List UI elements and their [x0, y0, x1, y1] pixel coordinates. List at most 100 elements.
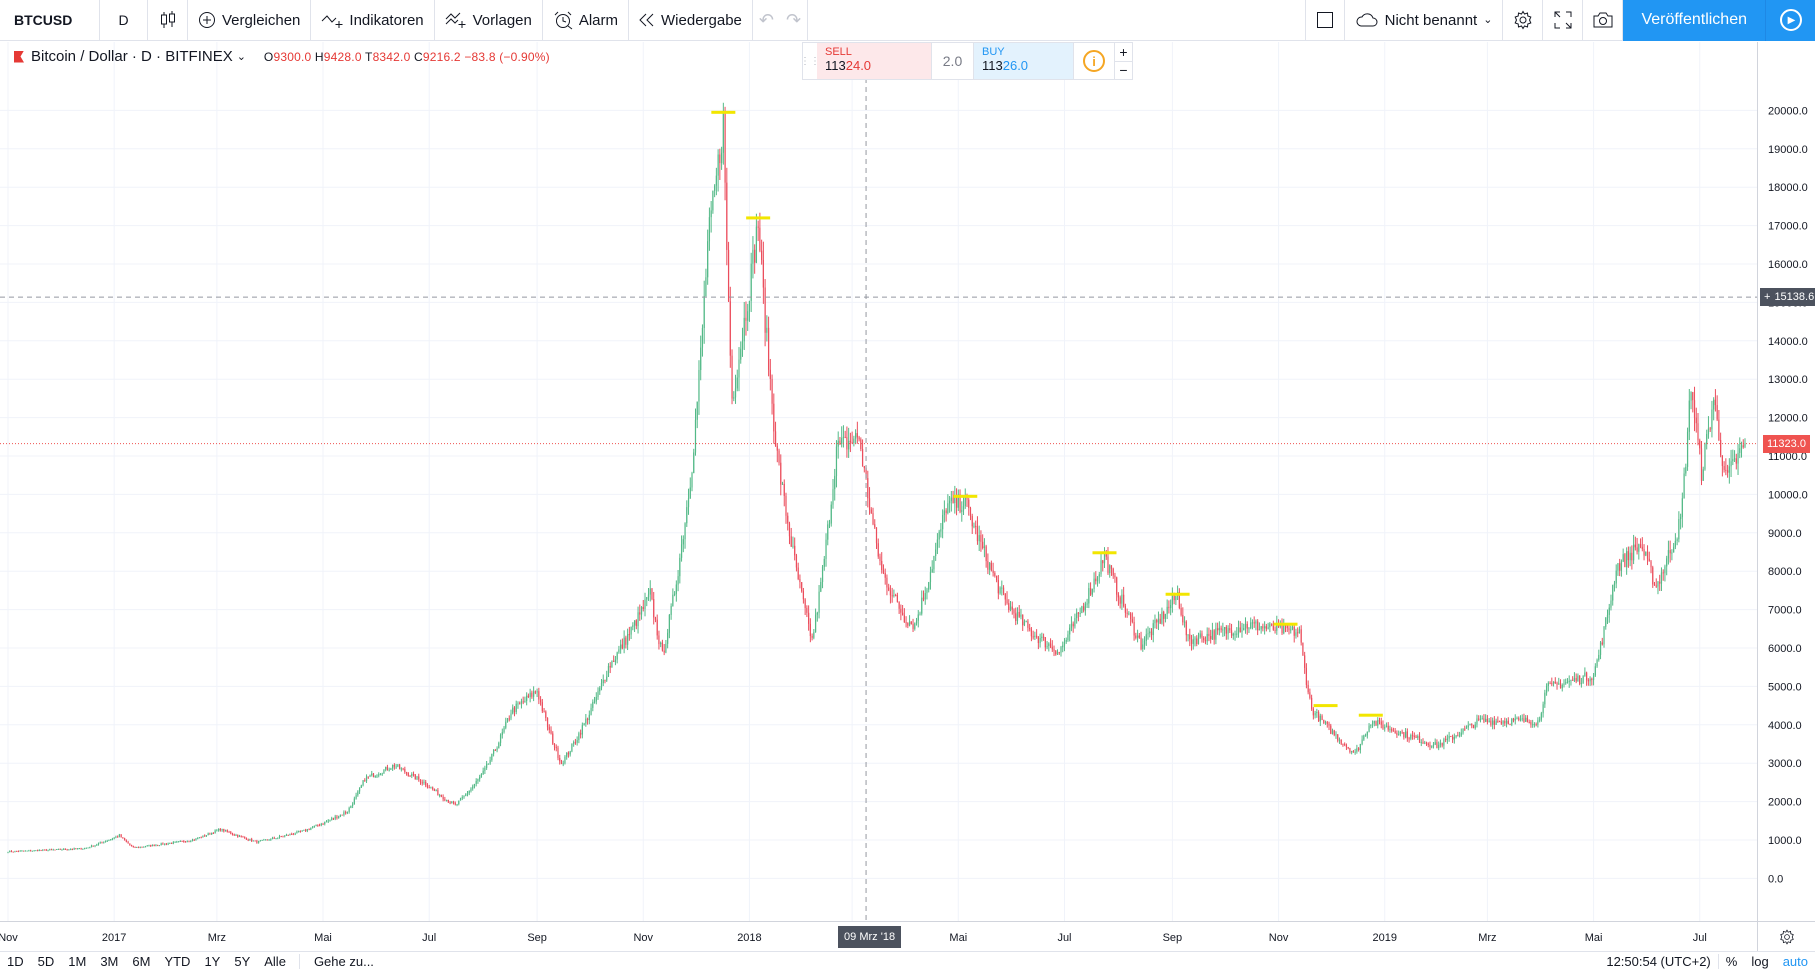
candle — [292, 832, 295, 836]
save-layout-button[interactable]: Nicht benannt ⌄ — [1345, 0, 1504, 41]
candle-body — [73, 848, 75, 850]
candle-body — [1288, 628, 1290, 631]
candle-body — [1512, 718, 1515, 721]
candle-body — [1257, 621, 1259, 631]
candle — [1281, 618, 1283, 635]
indicators-button[interactable]: Indikatoren — [311, 0, 435, 41]
candle — [414, 774, 416, 780]
alert-button[interactable]: Alarm — [543, 0, 630, 41]
candle — [1739, 437, 1741, 459]
percent-toggle[interactable]: % — [1717, 954, 1745, 969]
candle-body — [151, 844, 154, 847]
candle — [151, 844, 154, 847]
candle — [1486, 715, 1489, 725]
clock-label[interactable]: 12:50:54 (UTC+2) — [1606, 954, 1711, 969]
range-1d[interactable]: 1D — [7, 954, 24, 969]
time-tick-label: Nov — [0, 932, 18, 944]
candle — [1629, 546, 1631, 567]
candle-body — [1201, 633, 1203, 638]
candle — [1180, 603, 1182, 617]
candle — [995, 575, 998, 583]
candle — [978, 525, 980, 551]
range-1y[interactable]: 1Y — [204, 954, 221, 969]
candle-body — [1518, 718, 1520, 720]
goto-date-button[interactable]: Gehe zu... — [298, 954, 381, 969]
candle-body — [1530, 721, 1532, 725]
candle — [1693, 386, 1696, 432]
plus-icon[interactable]: + — [1764, 291, 1771, 304]
candle-body — [903, 615, 905, 623]
templates-button[interactable]: Vorlagen — [435, 0, 543, 41]
buy-button[interactable]: BUY 11326.0 — [974, 43, 1074, 79]
range-ytd[interactable]: YTD — [164, 954, 191, 969]
candle — [982, 534, 984, 550]
drag-handle-icon[interactable]: ⋮⋮ — [800, 55, 820, 67]
candle-body — [973, 525, 975, 527]
candle — [874, 519, 876, 529]
publish-button[interactable]: Veröffentlichen — [1623, 0, 1765, 41]
candle-body — [1159, 618, 1161, 624]
snapshot-button[interactable] — [1583, 0, 1624, 41]
candle-body — [1504, 720, 1506, 724]
interval-button[interactable]: D — [100, 0, 148, 41]
candle-body — [197, 838, 199, 840]
candle — [398, 763, 401, 770]
layout-button[interactable] — [1304, 0, 1345, 41]
candle — [884, 568, 886, 585]
candle-body — [205, 835, 208, 837]
candle — [1636, 537, 1638, 555]
range-5y[interactable]: 5Y — [234, 954, 251, 969]
candle-body — [1493, 720, 1495, 725]
range-all[interactable]: Alle — [264, 954, 286, 969]
price-chart[interactable] — [0, 42, 1757, 921]
settings-button[interactable] — [1503, 0, 1544, 41]
candle — [1354, 748, 1356, 755]
candle — [1396, 730, 1398, 738]
chevron-down-icon[interactable]: ⌄ — [236, 51, 246, 63]
publish-video-button[interactable]: ▶ — [1765, 0, 1815, 41]
redo-button[interactable]: ↷ — [780, 0, 809, 41]
range-5d[interactable]: 5D — [37, 954, 55, 969]
symbol-search-button[interactable]: BTCUSD — [0, 0, 100, 41]
range-6m[interactable]: 6M — [132, 954, 151, 969]
candle-body — [757, 226, 759, 228]
decrease-quantity-button[interactable]: − — [1119, 62, 1128, 79]
series-title[interactable]: Bitcoin / Dollar · D · BITFINEX — [31, 48, 233, 65]
quantity-field[interactable]: 2.0 — [932, 43, 974, 79]
candle — [416, 775, 418, 781]
fullscreen-button[interactable] — [1543, 0, 1584, 41]
candle-body — [1429, 744, 1431, 747]
undo-button[interactable]: ↶ — [753, 0, 780, 41]
candle — [1166, 599, 1168, 620]
auto-toggle[interactable]: auto — [1782, 954, 1808, 969]
candle — [1441, 742, 1443, 748]
candle-body — [1483, 718, 1485, 722]
log-toggle[interactable]: log — [1751, 954, 1769, 969]
candle-body — [1070, 623, 1073, 628]
candle — [1359, 743, 1361, 754]
candle — [834, 468, 836, 501]
candle-body — [449, 802, 451, 804]
info-button[interactable]: i — [1074, 43, 1114, 79]
candle — [442, 794, 444, 802]
scale-settings-button[interactable] — [1757, 921, 1815, 951]
candle — [552, 731, 554, 746]
candle — [1248, 626, 1250, 634]
replay-button[interactable]: Wiedergabe — [629, 0, 753, 41]
candle — [204, 834, 206, 837]
range-1m[interactable]: 1M — [68, 954, 87, 969]
sell-price-major: 113 — [825, 58, 846, 73]
range-3m[interactable]: 3M — [100, 954, 119, 969]
increase-quantity-button[interactable]: + — [1115, 43, 1132, 62]
candle-body — [1481, 718, 1483, 720]
candle — [1577, 673, 1579, 682]
chart-pane[interactable] — [0, 42, 1757, 921]
candle — [715, 167, 717, 196]
compare-button[interactable]: Vergleichen — [188, 0, 312, 41]
price-scale[interactable]: 0.0 1000.0 2000.0 3000.0 4000.0 5000.0 6000.0 7… — [1757, 42, 1815, 921]
candle-body — [1605, 617, 1607, 627]
candle-body — [1714, 399, 1717, 406]
sell-button[interactable]: SELL 11324.0 — [817, 43, 932, 79]
candle-body — [701, 327, 704, 348]
chart-style-button[interactable] — [148, 0, 188, 41]
